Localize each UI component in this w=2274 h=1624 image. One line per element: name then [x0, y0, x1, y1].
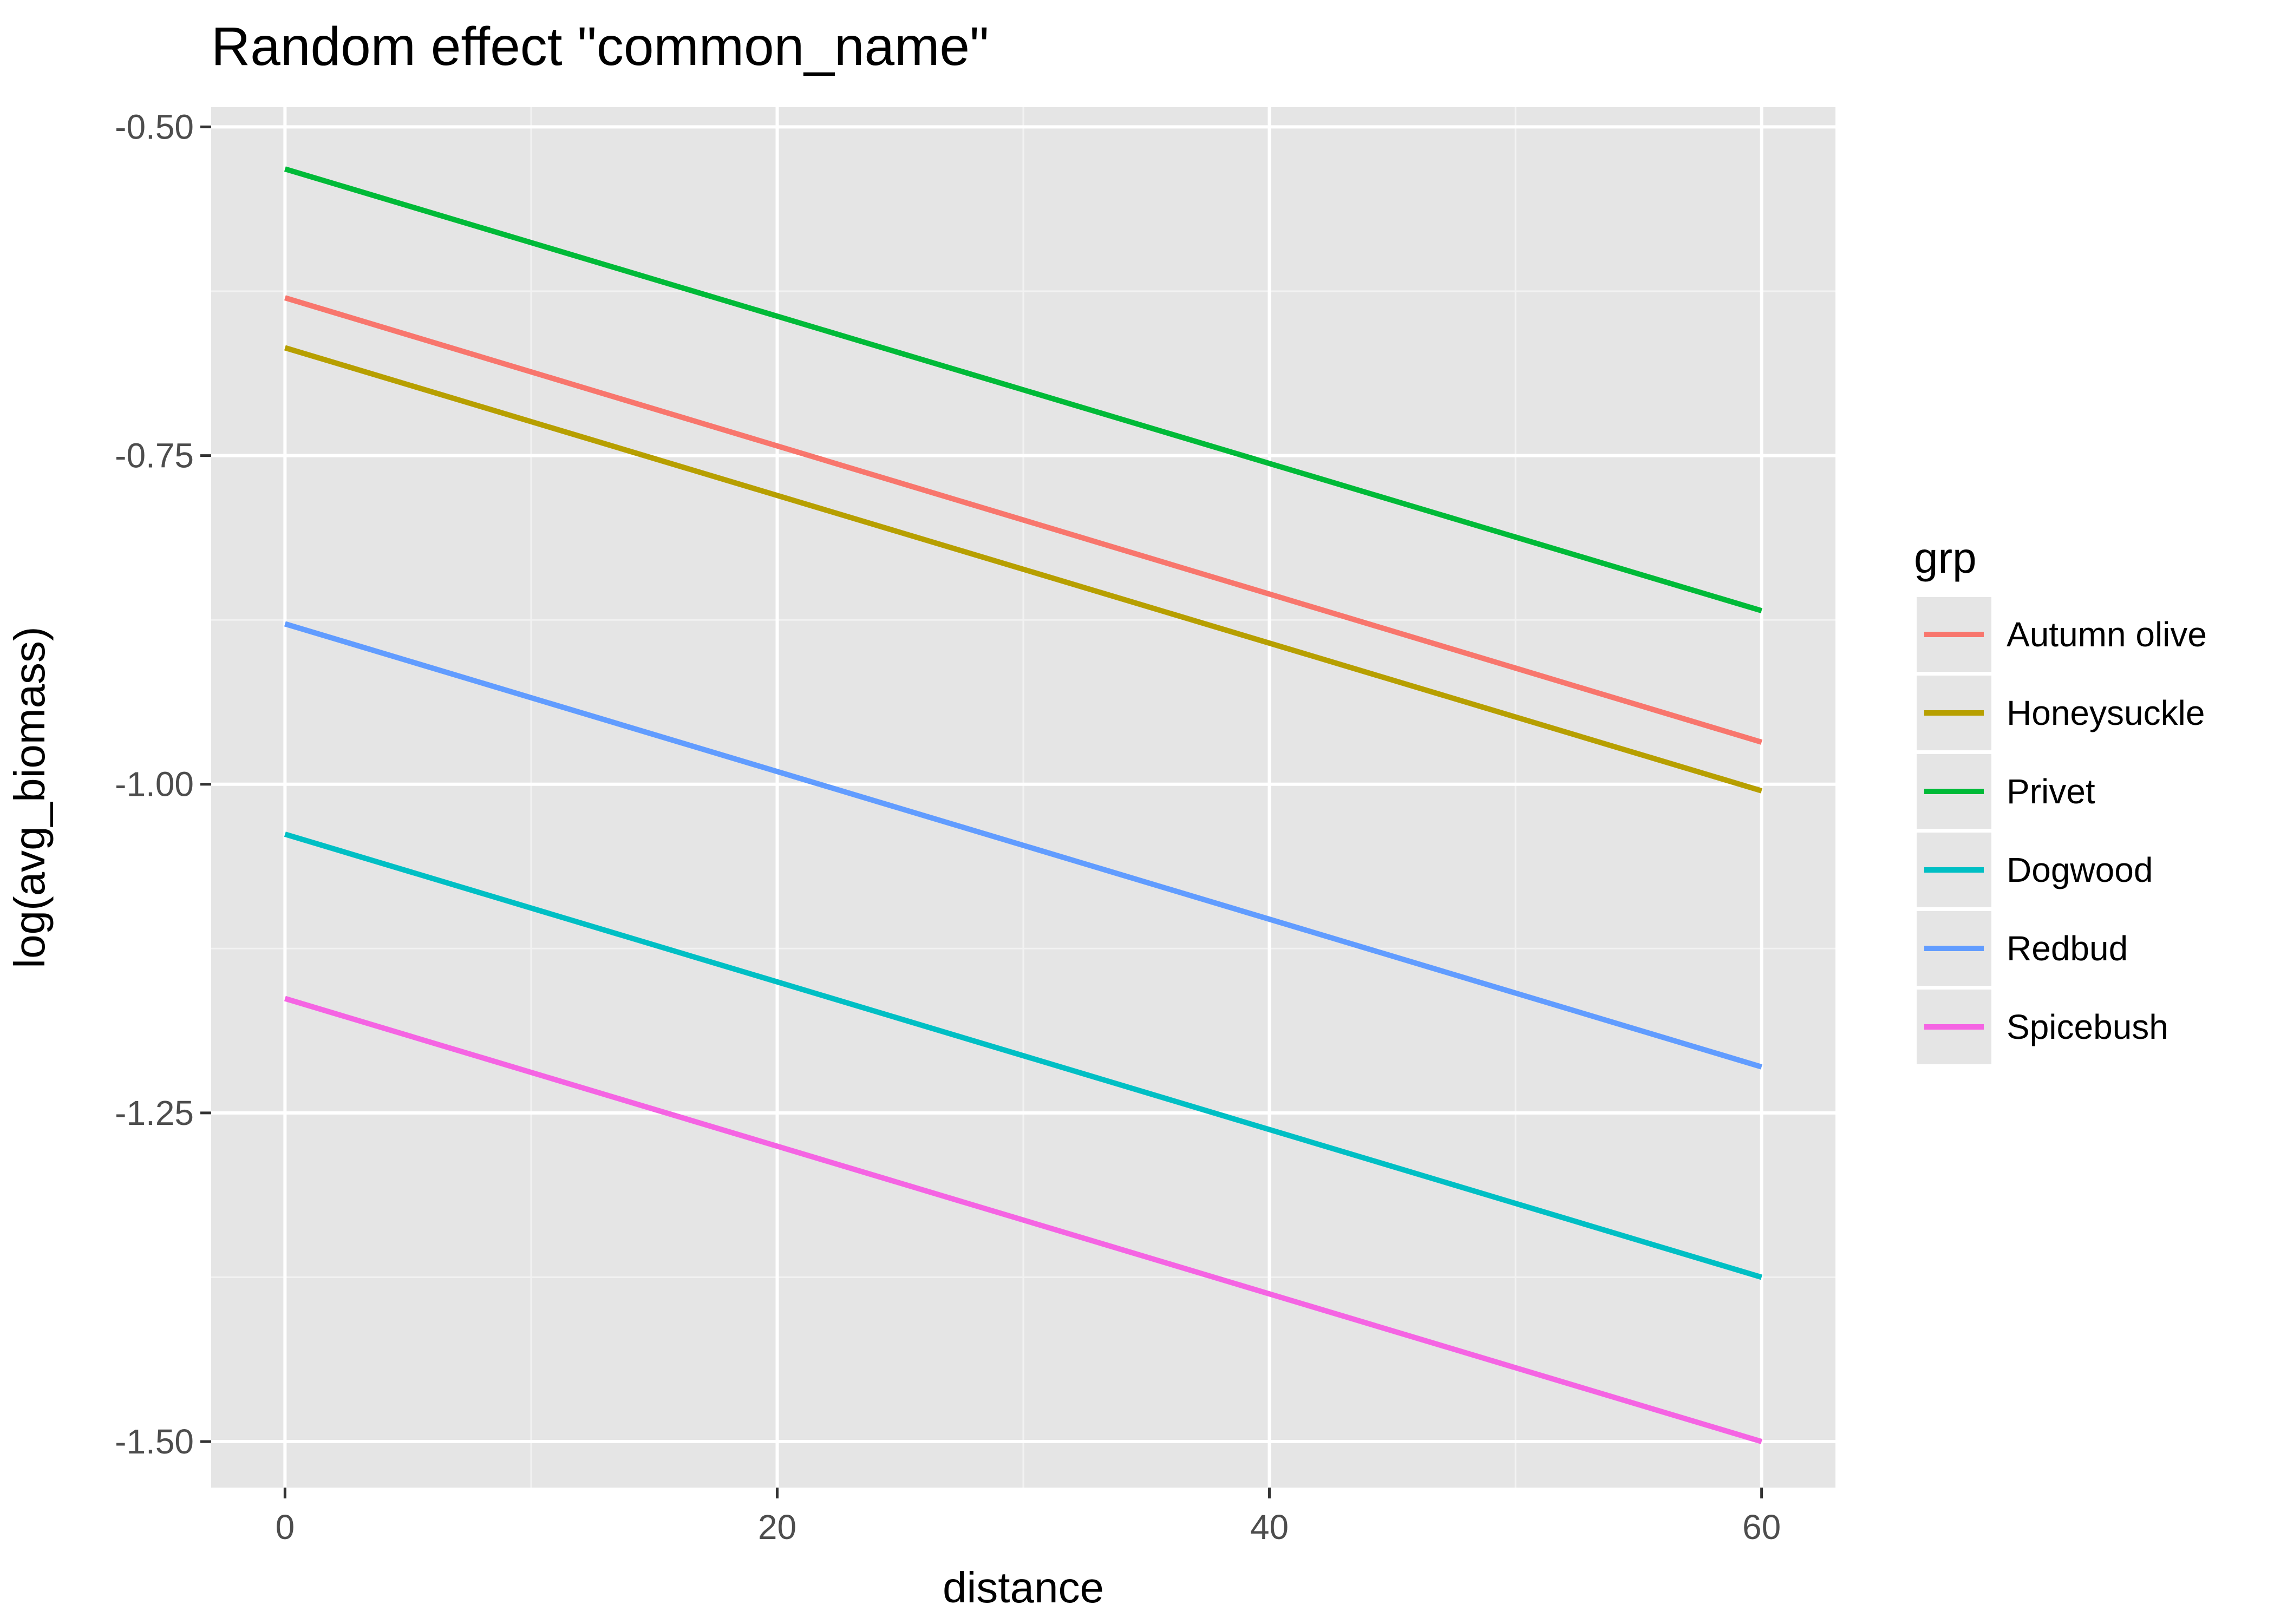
x-axis: 0 20 40 60	[276, 1488, 1781, 1547]
y-tick-label: -1.50	[115, 1422, 194, 1461]
legend-item: Honeysuckle	[1917, 676, 2205, 750]
series-lines	[284, 166, 1763, 1444]
legend-item: Autumn olive	[1917, 597, 2207, 672]
legend-title: grp	[1914, 534, 1977, 582]
y-axis: -0.50 -0.75 -1.00 -1.25 -1.50	[115, 107, 211, 1461]
y-tick-label: -0.75	[115, 436, 194, 475]
series-line	[284, 345, 1763, 794]
legend-item: Dogwood	[1917, 833, 2153, 907]
legend-label: Dogwood	[2007, 850, 2153, 889]
legend-label: Privet	[2007, 772, 2095, 811]
legend-label: Spicebush	[2007, 1007, 2168, 1046]
legend-item: Redbud	[1917, 911, 2128, 986]
x-tick-label: 60	[1742, 1508, 1781, 1547]
x-tick-label: 40	[1250, 1508, 1289, 1547]
series-line	[284, 831, 1763, 1280]
legend-label: Autumn olive	[2007, 615, 2207, 654]
legend-label: Honeysuckle	[2007, 693, 2205, 732]
chart-title: Random effect "common_name"	[211, 16, 989, 77]
minor-gridlines	[211, 107, 1835, 1488]
y-tick-label: -1.25	[115, 1093, 194, 1132]
series-line	[284, 166, 1763, 613]
y-axis-title: log(avg_biomass)	[5, 626, 54, 968]
legend-item: Spicebush	[1917, 990, 2168, 1064]
legend: Autumn olive Honeysuckle Privet Dogwood Redb…	[1917, 597, 2207, 1064]
y-tick-label: -1.00	[115, 765, 194, 804]
series-line	[284, 996, 1763, 1444]
y-tick-label: -0.50	[115, 107, 194, 146]
x-axis-title: distance	[943, 1563, 1104, 1612]
legend-label: Redbud	[2007, 929, 2128, 968]
major-gridlines	[211, 107, 1835, 1488]
legend-item: Privet	[1917, 754, 2095, 829]
series-line	[284, 295, 1763, 745]
series-line	[284, 621, 1763, 1070]
x-tick-label: 0	[276, 1508, 295, 1547]
x-tick-label: 20	[758, 1508, 796, 1547]
